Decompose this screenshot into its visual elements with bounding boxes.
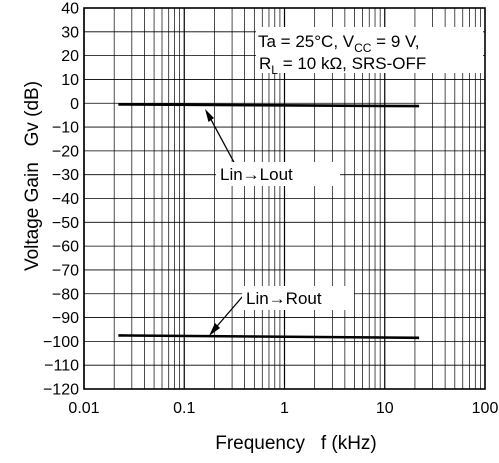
conditions-line-1: Ta = 25°C, VCC = 9 V, xyxy=(258,32,420,55)
annotation-lin-rout-label: Lin→Rout xyxy=(246,289,322,308)
series-line-lin-rout xyxy=(118,334,420,340)
conditions-rl-sub: L xyxy=(271,63,278,77)
annotation-lin-rout-bg xyxy=(242,286,354,310)
y-tick-label: 40 xyxy=(61,1,79,18)
conditions-rl-value: = 10 kΩ, SRS-OFF xyxy=(278,54,426,73)
y-tick-label: −110 xyxy=(44,358,79,375)
y-tick-label: −70 xyxy=(52,262,79,279)
y-tick-label: −30 xyxy=(52,167,79,184)
x-tick-label: 0.01 xyxy=(68,400,99,417)
y-tick-label: −100 xyxy=(43,334,79,351)
y-tick-label: −20 xyxy=(52,143,79,160)
y-tick-label: −60 xyxy=(52,239,79,256)
x-tick-labels: 0.01 0.1 1 10 100 xyxy=(68,400,498,417)
y-tick-labels: 40 30 20 10 0 −10 −20 −30 −40 −50 −60 −70 −80 −90 −100… xyxy=(43,1,79,399)
y-axis-label: Voltage Gain Gv (dB) xyxy=(22,81,43,271)
y-tick-label: 20 xyxy=(61,48,79,65)
conditions-rl: R xyxy=(259,54,271,73)
conditions-line-2: RL = 10 kΩ, SRS-OFF xyxy=(259,54,426,77)
y-tick-label: −90 xyxy=(52,310,79,327)
x-axis-label: Frequency f (kHz) xyxy=(215,433,377,454)
conditions-vcc: = 9 V, xyxy=(371,32,419,51)
y-tick-label: 30 xyxy=(61,24,79,41)
conditions-box: Ta = 25°C, VCC = 9 V, RL = 10 kΩ, SRS-OF… xyxy=(256,27,483,77)
annotation-lin-lout-label: Lin→Lout xyxy=(220,165,293,184)
y-tick-label: −120 xyxy=(43,382,79,399)
conditions-box-bg xyxy=(256,27,483,73)
plot-frame xyxy=(83,7,486,390)
conditions-ta: Ta = 25°C, V xyxy=(258,32,355,51)
x-tick-label: 10 xyxy=(376,400,394,417)
y-tick-label: 10 xyxy=(61,72,79,89)
x-tick-label: 1 xyxy=(280,400,289,417)
series-layer xyxy=(118,103,420,340)
y-tick-label: −10 xyxy=(52,120,79,137)
series-line-lin-lout xyxy=(118,103,420,108)
annotation-lin-lout: Lin→Lout xyxy=(205,109,340,186)
y-tick-label: 0 xyxy=(70,96,79,113)
y-tick-label: −40 xyxy=(52,191,79,208)
x-tick-label: 100 xyxy=(472,400,499,417)
annotation-lin-lout-arrowhead xyxy=(205,109,214,122)
annotation-lin-rout-arrowhead xyxy=(209,323,220,336)
annotation-lin-lout-arrow-line xyxy=(207,113,237,167)
annotation-lin-lout-bg xyxy=(216,162,340,186)
y-tick-label: −50 xyxy=(52,215,79,232)
y-tick-label: −80 xyxy=(52,286,79,303)
annotation-lin-rout: Lin→Rout xyxy=(209,286,354,336)
x-tick-label: 0.1 xyxy=(173,400,195,417)
conditions-vcc-sub: CC xyxy=(354,41,372,55)
